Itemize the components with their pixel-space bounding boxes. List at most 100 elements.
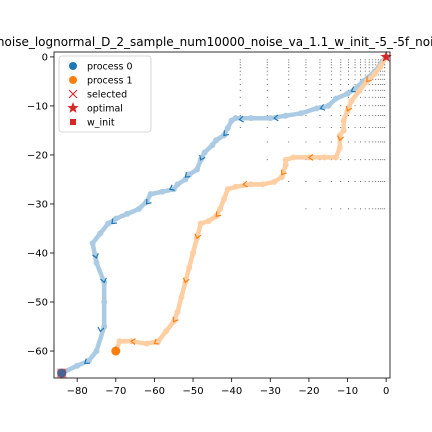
- series-1: [111, 53, 390, 356]
- trajectory-point: [377, 63, 384, 70]
- y-tick-label: −60: [27, 347, 48, 358]
- chart-title: noise_lognormal_D_2_sample_num10000_nois…: [0, 35, 432, 49]
- trajectory-point: [170, 186, 177, 193]
- legend-marker: [69, 62, 77, 70]
- trajectory-point: [97, 230, 104, 237]
- direction-arrow: [84, 358, 90, 364]
- trajectory-point: [105, 220, 112, 227]
- trajectory-point: [340, 127, 347, 134]
- x-tick-label: −20: [298, 386, 319, 397]
- w-init-overlap: [57, 369, 66, 378]
- legend-item: selected: [68, 89, 127, 101]
- direction-arrow: [281, 169, 287, 176]
- trajectory-point: [197, 220, 204, 227]
- legend-label: process 1: [87, 76, 133, 87]
- trajectory-point: [74, 362, 81, 369]
- trajectory-point: [340, 117, 347, 124]
- trajectory-point: [356, 88, 363, 95]
- trajectory-point: [271, 178, 278, 185]
- trajectory-point: [336, 144, 343, 151]
- direction-arrow: [199, 154, 206, 161]
- direction-arrow: [366, 76, 372, 83]
- plot-frame: [53, 51, 391, 379]
- legend-item: optimal: [67, 102, 123, 115]
- trajectory-point: [282, 112, 289, 119]
- x-tick-label: −40: [221, 386, 242, 397]
- trajectory-point: [209, 142, 216, 149]
- trajectory-point: [201, 149, 208, 156]
- optimal-star: [380, 50, 392, 62]
- trajectory-point: [217, 205, 224, 212]
- trajectory-point: [193, 166, 200, 173]
- trajectory-point: [159, 188, 166, 195]
- trajectory-point: [259, 181, 266, 188]
- direction-arrow: [111, 218, 117, 225]
- direction-arrow: [100, 277, 107, 284]
- direction-arrow: [223, 130, 229, 137]
- trajectory-point: [290, 154, 297, 161]
- trajectory-point: [282, 156, 289, 163]
- trajectory-point: [247, 181, 254, 188]
- current-position-marker: [111, 346, 121, 356]
- trajectory-point: [85, 357, 92, 364]
- trajectory-point: [155, 338, 162, 345]
- legend-marker: [70, 119, 76, 125]
- trajectory-point: [186, 171, 193, 178]
- legend-marker: [67, 102, 79, 113]
- trajectory-point: [344, 90, 351, 97]
- y-tick-label: −10: [27, 101, 48, 112]
- trajectory-point: [124, 210, 131, 217]
- trajectory-point: [143, 340, 150, 347]
- direction-arrow: [153, 338, 160, 345]
- trajectory-point: [135, 205, 142, 212]
- legend-item: w_init: [70, 118, 115, 129]
- trajectory-point: [224, 186, 231, 193]
- direction-arrow: [172, 316, 179, 323]
- trajectory-point: [267, 115, 274, 122]
- direction-arrow: [350, 86, 357, 93]
- direction-arrow: [92, 252, 99, 259]
- trajectory-point: [89, 240, 96, 247]
- trajectory-point: [178, 294, 185, 301]
- trajectory-point: [213, 137, 220, 144]
- legend-item: process 0: [69, 62, 133, 73]
- x-tick-label: −60: [144, 386, 165, 397]
- trajectory-point: [247, 115, 254, 122]
- y-tick-label: 0: [42, 52, 48, 63]
- legend-label: selected: [87, 90, 127, 101]
- trajectory-point: [282, 161, 289, 168]
- x-tick-label: −30: [260, 386, 281, 397]
- trajectory-point: [224, 124, 231, 131]
- trajectory-point: [174, 308, 181, 315]
- direction-arrow: [130, 338, 136, 346]
- x-tick-label: −10: [337, 386, 358, 397]
- direction-arrow: [182, 277, 190, 284]
- trajectory-point: [298, 110, 305, 117]
- trajectory-point: [205, 218, 212, 225]
- trajectory-point: [313, 105, 320, 112]
- direction-arrow: [215, 211, 222, 217]
- legend-label: process 0: [87, 62, 133, 73]
- y-tick-label: −20: [27, 150, 48, 161]
- direction-arrow: [345, 105, 353, 112]
- trajectory-point: [93, 259, 100, 266]
- trajectory-point: [174, 181, 181, 188]
- x-tick-label: −70: [105, 386, 126, 397]
- trajectory-point: [101, 299, 108, 306]
- trajectory-point: [182, 176, 189, 183]
- axes: −80 −70 −60 −50 −40 −30 −20 −10 0 0 −10 −20 −30 −40 −5…: [27, 50, 392, 397]
- legend-marker: [69, 76, 77, 84]
- x-tick-label: −50: [182, 386, 203, 397]
- legend-marker: [68, 89, 78, 99]
- legend-box: [58, 55, 152, 133]
- trajectory-point: [147, 191, 154, 198]
- direction-arrow: [273, 114, 279, 122]
- trajectory-point: [325, 102, 332, 109]
- direction-arrow: [194, 233, 202, 240]
- trajectory-point: [220, 196, 227, 203]
- direction-arrow: [319, 104, 326, 111]
- trajectory-point: [336, 132, 343, 139]
- trajectory-point: [232, 115, 239, 122]
- direction-arrow: [146, 198, 152, 205]
